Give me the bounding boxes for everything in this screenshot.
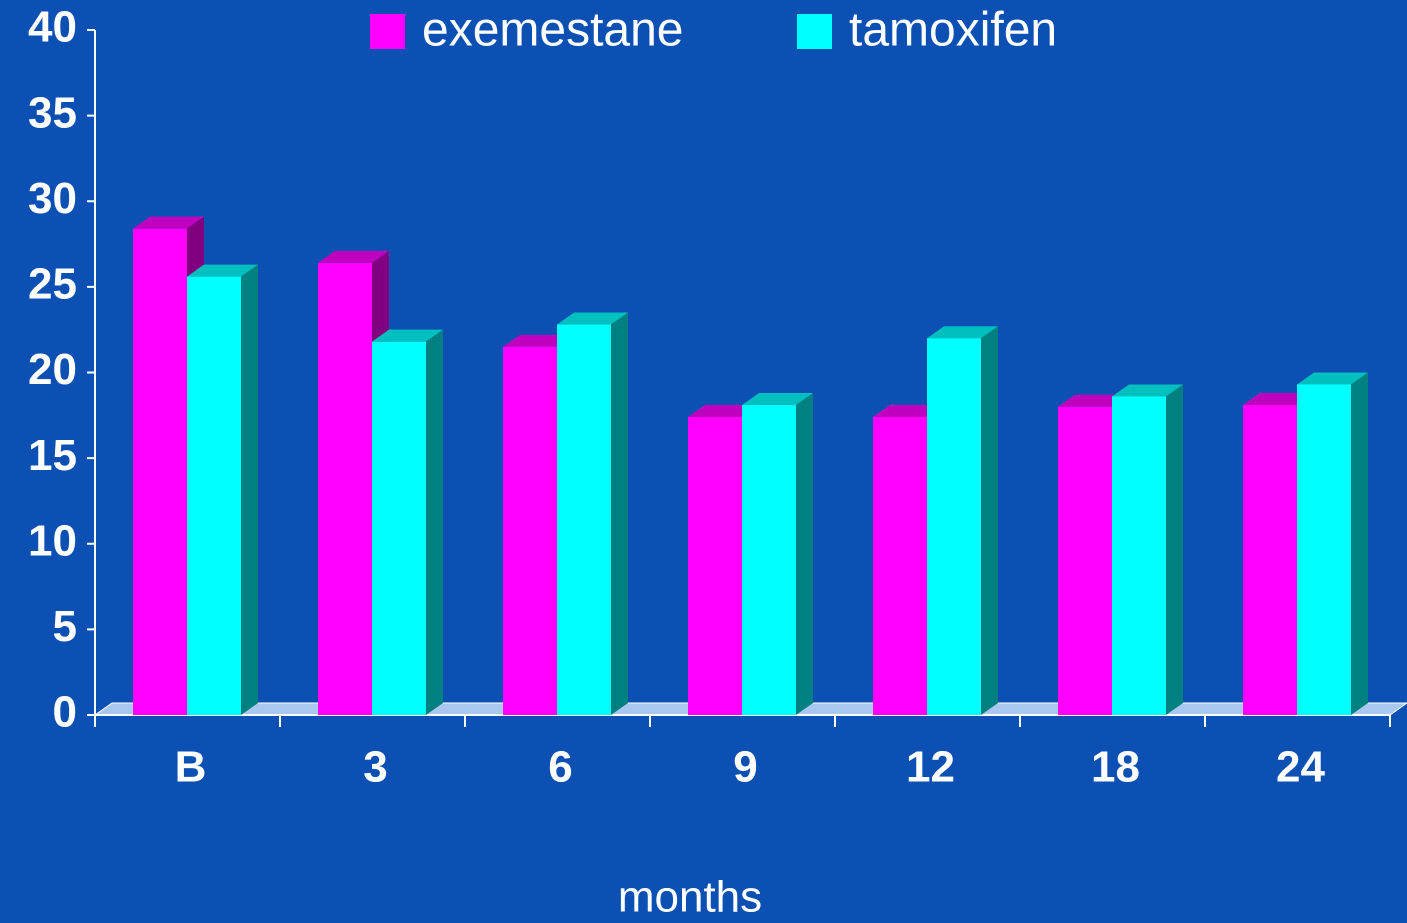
bar: [927, 338, 981, 715]
y-tick-label: 5: [53, 602, 77, 651]
bar-top: [873, 405, 944, 418]
bar: [873, 417, 927, 715]
bar: [1112, 396, 1166, 715]
x-tick-label: 9: [733, 743, 757, 792]
bar-top: [1112, 384, 1183, 397]
bar: [1058, 406, 1112, 715]
x-tick-label: 12: [906, 743, 955, 792]
bar-side: [1166, 384, 1183, 715]
bar-top: [187, 264, 258, 277]
y-tick-label: 15: [28, 431, 77, 480]
bar: [688, 417, 742, 715]
bar: [503, 346, 557, 715]
x-tick-label: 3: [363, 743, 387, 792]
bar-side: [611, 312, 628, 715]
x-tick-label: B: [175, 743, 207, 792]
y-tick-label: 0: [53, 688, 77, 737]
bar: [1243, 405, 1297, 715]
bar-top: [318, 250, 389, 263]
bar: [372, 341, 426, 715]
y-tick-label: 35: [28, 88, 77, 137]
bar: [133, 228, 187, 715]
bar-side: [241, 264, 258, 715]
legend-swatch: [370, 14, 405, 49]
bar-side: [796, 393, 813, 715]
bar-side: [1351, 372, 1368, 715]
x-tick-label: 24: [1276, 743, 1325, 792]
y-tick-label: 25: [28, 260, 77, 309]
bar-top: [742, 393, 813, 406]
bar: [742, 405, 796, 715]
legend-swatch: [797, 14, 832, 49]
y-tick-label: 20: [28, 345, 77, 394]
bar-top: [372, 329, 443, 342]
bar-side: [981, 326, 998, 715]
bar-side: [426, 329, 443, 715]
bar-top: [1297, 372, 1368, 385]
x-tick-label: 6: [548, 743, 572, 792]
bar: [557, 324, 611, 715]
x-axis-title: months: [618, 873, 762, 922]
bar-top: [133, 216, 204, 229]
y-tick-label: 10: [28, 516, 77, 565]
y-tick-label: 30: [28, 174, 77, 223]
bar-top: [1058, 394, 1129, 407]
bar-top: [557, 312, 628, 325]
x-tick-label: 18: [1091, 743, 1140, 792]
legend-label: exemestane: [422, 4, 684, 57]
bar-top: [688, 405, 759, 418]
bar: [1297, 384, 1351, 715]
bar-top: [927, 326, 998, 339]
y-tick-label: 40: [28, 3, 77, 52]
bar: [187, 276, 241, 715]
bar-top: [1243, 393, 1314, 406]
legend-label: tamoxifen: [849, 4, 1057, 57]
bar: [318, 262, 372, 715]
bar-top: [503, 334, 574, 347]
